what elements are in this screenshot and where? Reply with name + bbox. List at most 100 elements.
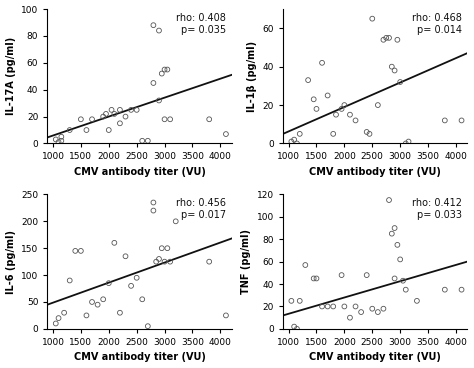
Point <box>310 96 318 102</box>
Point <box>94 302 101 308</box>
Point <box>88 299 96 305</box>
Point <box>172 218 180 224</box>
Y-axis label: IL-6 (pg/ml): IL-6 (pg/ml) <box>6 230 16 294</box>
Point <box>293 326 301 332</box>
Point <box>57 138 65 144</box>
X-axis label: CMV antibody titer (VU): CMV antibody titer (VU) <box>309 353 441 362</box>
Point <box>77 116 85 122</box>
Point <box>338 106 346 112</box>
Point <box>144 138 152 144</box>
Point <box>301 262 309 268</box>
Point <box>133 107 140 113</box>
Point <box>458 117 465 123</box>
Point <box>402 141 410 146</box>
Point <box>66 127 73 133</box>
Point <box>161 67 168 72</box>
Point <box>346 112 354 118</box>
Point <box>346 315 354 321</box>
Point <box>357 309 365 315</box>
Point <box>166 259 174 265</box>
Point <box>324 92 331 98</box>
Point <box>341 102 348 108</box>
Point <box>164 67 171 72</box>
Y-axis label: IL-1β (pg/ml): IL-1β (pg/ml) <box>247 41 257 112</box>
Point <box>458 287 465 293</box>
Point <box>110 111 118 117</box>
Point <box>363 129 371 135</box>
Point <box>399 278 407 284</box>
Point <box>155 256 163 262</box>
Point <box>150 22 157 28</box>
Point <box>363 272 371 278</box>
Point <box>391 225 398 231</box>
Point <box>105 127 112 133</box>
Point <box>296 298 303 304</box>
Point <box>161 116 168 122</box>
Point <box>291 324 298 330</box>
Point <box>324 304 331 309</box>
Point <box>55 315 63 321</box>
Point <box>396 79 404 85</box>
Point <box>66 277 73 283</box>
Point <box>393 37 401 43</box>
X-axis label: CMV antibody titer (VU): CMV antibody titer (VU) <box>73 167 205 177</box>
Point <box>368 16 376 22</box>
Point <box>388 231 396 237</box>
Point <box>116 107 124 113</box>
Point <box>393 242 401 248</box>
Y-axis label: IL-17A (pg/ml): IL-17A (pg/ml) <box>6 37 16 116</box>
X-axis label: CMV antibody titer (VU): CMV antibody titer (VU) <box>309 167 441 177</box>
Point <box>352 117 359 123</box>
Point <box>155 28 163 33</box>
Point <box>161 259 168 265</box>
Point <box>55 139 63 145</box>
Point <box>164 245 171 251</box>
Point <box>288 139 295 145</box>
Point <box>138 138 146 144</box>
Point <box>352 304 359 309</box>
Point <box>222 312 230 318</box>
Point <box>388 64 396 70</box>
Point <box>391 68 398 74</box>
X-axis label: CMV antibody titer (VU): CMV antibody titer (VU) <box>73 353 205 362</box>
Point <box>385 35 393 41</box>
Point <box>122 253 129 259</box>
Point <box>128 107 135 113</box>
Point <box>116 120 124 126</box>
Point <box>368 306 376 312</box>
Point <box>133 275 140 281</box>
Point <box>380 306 387 312</box>
Point <box>313 106 320 112</box>
Point <box>380 37 387 43</box>
Point <box>374 309 382 315</box>
Point <box>396 256 404 262</box>
Point <box>60 310 68 316</box>
Point <box>318 304 326 309</box>
Point <box>158 245 165 251</box>
Point <box>332 112 340 118</box>
Text: rho: 0.408
p= 0.035: rho: 0.408 p= 0.035 <box>176 13 226 35</box>
Text: rho: 0.412
p= 0.033: rho: 0.412 p= 0.033 <box>411 198 462 220</box>
Point <box>77 248 85 254</box>
Point <box>82 127 90 133</box>
Point <box>100 114 107 120</box>
Point <box>441 287 448 293</box>
Point <box>52 321 60 326</box>
Point <box>150 199 157 205</box>
Point <box>341 304 348 309</box>
Point <box>153 259 160 265</box>
Point <box>291 137 298 142</box>
Point <box>102 111 110 117</box>
Point <box>116 310 124 316</box>
Point <box>391 276 398 282</box>
Text: rho: 0.456
p= 0.017: rho: 0.456 p= 0.017 <box>176 198 226 220</box>
Point <box>144 323 152 329</box>
Point <box>385 197 393 203</box>
Text: rho: 0.468
p= 0.014: rho: 0.468 p= 0.014 <box>412 13 462 35</box>
Point <box>366 131 374 137</box>
Y-axis label: TNF (pg/ml): TNF (pg/ml) <box>241 229 251 294</box>
Point <box>304 77 312 83</box>
Point <box>293 141 301 146</box>
Point <box>138 296 146 302</box>
Point <box>205 116 213 122</box>
